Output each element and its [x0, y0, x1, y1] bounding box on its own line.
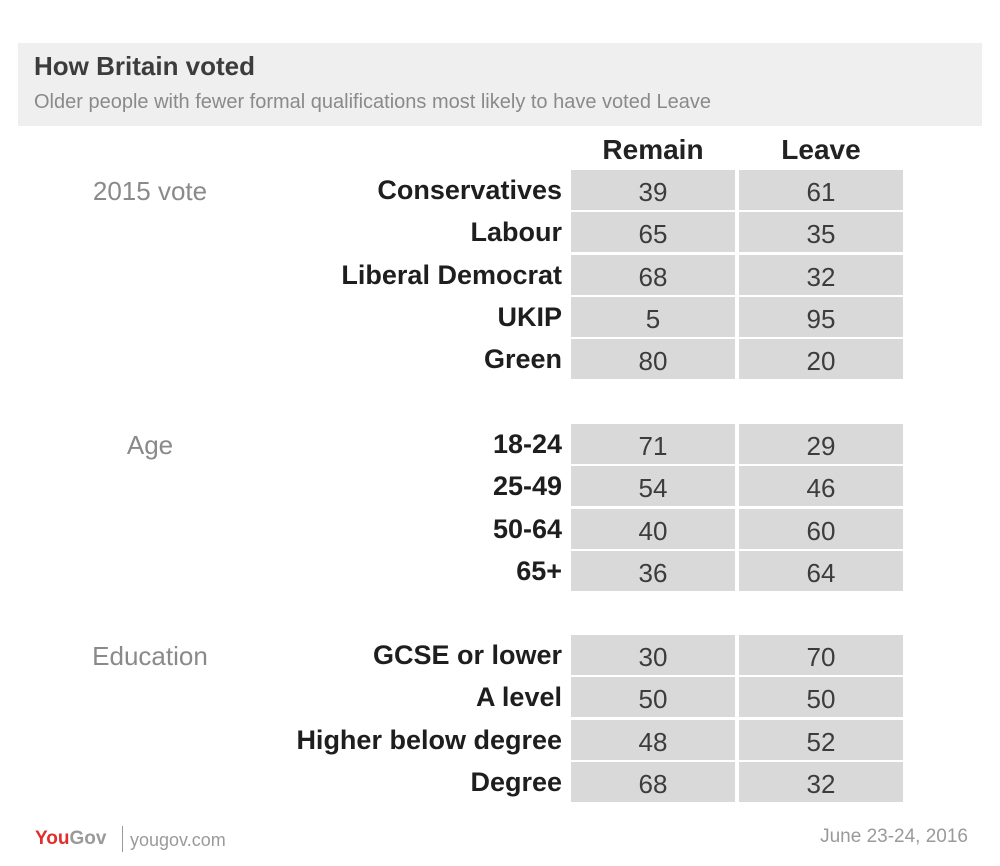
- leave-cell: 61: [739, 170, 903, 210]
- leave-cell: 29: [739, 424, 903, 464]
- row-label: Degree: [470, 767, 562, 797]
- remain-cell: 40: [571, 509, 735, 549]
- leave-cell: 60: [739, 509, 903, 549]
- row-label: 18-24: [492, 429, 562, 459]
- remain-cell: 68: [571, 255, 735, 295]
- chart-header: How Britain voted Older people with fewe…: [18, 43, 982, 126]
- remain-cell: 54: [571, 466, 735, 506]
- leave-cell: 95: [739, 297, 903, 337]
- row-label: UKIP: [497, 302, 562, 332]
- footer-date: June 23-24, 2016: [820, 826, 968, 847]
- row-label: 65+: [516, 556, 562, 586]
- remain-cell: 80: [571, 339, 735, 379]
- remain-cell: 71: [571, 424, 735, 464]
- logo-you-text: You: [35, 828, 70, 849]
- chart-title: How Britain voted: [34, 51, 256, 81]
- footer-site: yougov.com: [130, 830, 226, 850]
- row-label: Green: [483, 344, 562, 374]
- remain-cell: 5: [571, 297, 735, 337]
- row-label: 50-64: [492, 514, 562, 544]
- row-label: Higher below degree: [296, 725, 562, 755]
- remain-cell: 39: [571, 170, 735, 210]
- group-label: 2015 vote: [92, 176, 208, 206]
- column-header-leave: Leave: [781, 134, 861, 165]
- footer-divider: [122, 826, 123, 852]
- row-label: Conservatives: [377, 175, 562, 205]
- column-header-remain: Remain: [602, 134, 704, 165]
- leave-cell: 35: [739, 212, 903, 252]
- leave-cell: 64: [739, 551, 903, 591]
- row-label: Liberal Democrat: [341, 260, 562, 290]
- leave-cell: 52: [739, 720, 903, 760]
- remain-cell: 36: [571, 551, 735, 591]
- remain-cell: 68: [571, 762, 735, 802]
- remain-cell: 50: [571, 677, 735, 717]
- logo-gov-text: Gov: [69, 828, 107, 849]
- leave-cell: 70: [739, 635, 903, 675]
- leave-cell: 46: [739, 466, 903, 506]
- row-label: Labour: [470, 217, 563, 247]
- remain-cell: 30: [571, 635, 735, 675]
- row-label: 25-49: [492, 471, 562, 501]
- row-label: A level: [475, 682, 562, 712]
- leave-cell: 50: [739, 677, 903, 717]
- group-label: Education: [92, 641, 208, 671]
- yougov-logo: YouGov: [35, 828, 106, 850]
- row-label: GCSE or lower: [372, 640, 562, 670]
- leave-cell: 32: [739, 255, 903, 295]
- remain-cell: 48: [571, 720, 735, 760]
- chart-subtitle: Older people with fewer formal qualifica…: [34, 91, 712, 113]
- remain-cell: 65: [571, 212, 735, 252]
- group-label: Age: [126, 430, 174, 460]
- leave-cell: 20: [739, 339, 903, 379]
- leave-cell: 32: [739, 762, 903, 802]
